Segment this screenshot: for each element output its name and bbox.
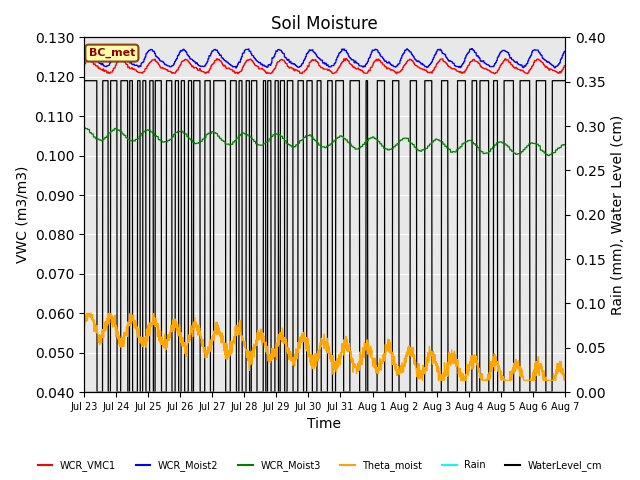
Rain <box>441 389 449 395</box>
WCR_Moist3 <box>502 143 510 148</box>
WCR_Moist2 <box>503 49 511 55</box>
Line: WCR_VMC1: WCR_VMC1 <box>84 58 565 74</box>
Theta_moist <box>517 365 525 371</box>
WCR_VMC1 <box>491 71 499 77</box>
WCR_Moist2 <box>351 60 358 66</box>
WCR_VMC1 <box>84 55 92 61</box>
WCR_Moist2 <box>232 65 239 71</box>
Rain <box>502 389 510 395</box>
Rain <box>300 389 307 395</box>
WaterLevel_cm <box>516 78 524 84</box>
Rain <box>516 389 524 395</box>
WaterLevel_cm <box>93 389 101 395</box>
WCR_VMC1 <box>517 68 525 73</box>
WCR_Moist2 <box>561 48 568 54</box>
WCR_VMC1 <box>442 59 449 65</box>
Rain <box>80 389 88 395</box>
Y-axis label: Rain (mm), Water Level (cm): Rain (mm), Water Level (cm) <box>611 115 625 315</box>
WCR_Moist3 <box>561 142 568 147</box>
WCR_Moist3 <box>516 150 524 156</box>
WCR_Moist2 <box>468 46 476 51</box>
Theta_moist <box>561 374 569 380</box>
WCR_Moist3 <box>544 153 552 158</box>
WaterLevel_cm <box>300 389 307 395</box>
WaterLevel_cm <box>80 78 88 84</box>
WCR_Moist3 <box>350 144 358 150</box>
WaterLevel_cm <box>503 78 511 84</box>
WCR_Moist2 <box>300 58 307 63</box>
Line: WCR_Moist2: WCR_Moist2 <box>84 48 565 68</box>
WaterLevel_cm <box>561 78 569 84</box>
Line: WCR_Moist3: WCR_Moist3 <box>84 128 565 156</box>
WCR_Moist3 <box>441 144 449 149</box>
Title: Soil Moisture: Soil Moisture <box>271 15 378 33</box>
WaterLevel_cm <box>561 78 568 84</box>
WCR_Moist3 <box>80 125 88 131</box>
Theta_moist <box>80 317 88 323</box>
Line: WaterLevel_cm: WaterLevel_cm <box>84 81 565 392</box>
X-axis label: Time: Time <box>307 418 341 432</box>
WCR_VMC1 <box>561 63 568 69</box>
WCR_Moist2 <box>517 62 525 68</box>
Theta_moist <box>561 377 568 383</box>
Rain <box>350 389 358 395</box>
Line: Theta_moist: Theta_moist <box>84 313 565 380</box>
WCR_VMC1 <box>351 64 358 70</box>
WCR_Moist2 <box>561 48 569 54</box>
Theta_moist <box>503 377 511 383</box>
Theta_moist <box>300 336 307 342</box>
Rain <box>561 389 569 395</box>
WCR_VMC1 <box>561 63 569 69</box>
Legend: WCR_VMC1, WCR_Moist2, WCR_Moist3, Theta_moist, Rain, WaterLevel_cm: WCR_VMC1, WCR_Moist2, WCR_Moist3, Theta_… <box>34 456 606 475</box>
WCR_VMC1 <box>80 62 88 68</box>
WCR_Moist3 <box>561 142 569 147</box>
WCR_VMC1 <box>300 69 307 75</box>
Theta_moist <box>419 377 426 383</box>
WaterLevel_cm <box>442 78 449 84</box>
WCR_Moist3 <box>300 137 307 143</box>
WCR_Moist2 <box>80 48 88 53</box>
WCR_Moist2 <box>442 52 449 58</box>
Theta_moist <box>351 364 358 370</box>
Theta_moist <box>83 311 91 316</box>
Rain <box>561 389 568 395</box>
Theta_moist <box>442 370 449 375</box>
WCR_VMC1 <box>503 57 511 63</box>
Text: BC_met: BC_met <box>89 48 135 58</box>
Y-axis label: VWC (m3/m3): VWC (m3/m3) <box>15 166 29 264</box>
WaterLevel_cm <box>351 78 358 84</box>
